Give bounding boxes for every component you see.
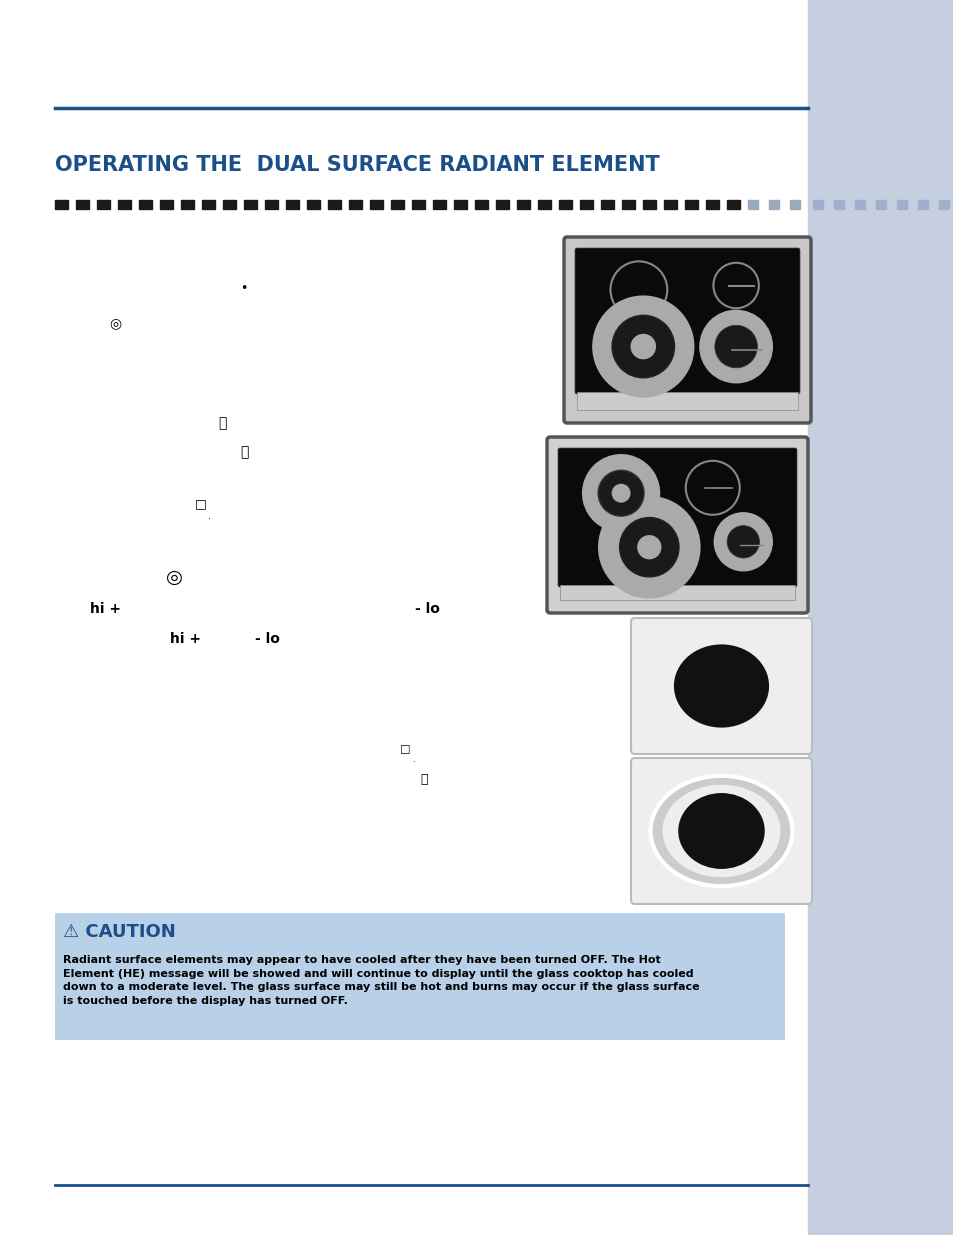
Ellipse shape [678, 793, 764, 869]
Bar [896, 200, 906, 209]
Circle shape [630, 333, 656, 359]
Text: ◎: ◎ [109, 316, 121, 330]
Circle shape [592, 295, 694, 398]
Circle shape [618, 517, 679, 577]
Text: Radiant surface elements may appear to have cooled after they have been turned O: Radiant surface elements may appear to h… [63, 955, 699, 1005]
Text: hi +: hi + [90, 601, 121, 616]
Circle shape [611, 484, 630, 503]
Ellipse shape [673, 645, 768, 727]
Bar [181, 200, 193, 209]
Bar [475, 200, 488, 209]
Circle shape [726, 526, 759, 558]
Text: •: • [240, 282, 247, 295]
Circle shape [714, 325, 757, 368]
Bar [917, 200, 927, 209]
FancyBboxPatch shape [575, 248, 800, 394]
Text: hi +: hi + [170, 632, 201, 646]
Bar [875, 200, 885, 209]
Bar [789, 200, 800, 209]
Bar [807, 0, 953, 1235]
Bar [621, 200, 635, 209]
Circle shape [598, 496, 700, 599]
Bar [747, 200, 758, 209]
Bar [370, 200, 382, 209]
Bar [286, 200, 298, 209]
Text: ⓞ: ⓞ [240, 445, 248, 459]
Text: OPERATING THE  DUAL SURFACE RADIANT ELEMENT: OPERATING THE DUAL SURFACE RADIANT ELEME… [55, 156, 659, 175]
Text: ⓞ: ⓞ [419, 773, 427, 785]
Bar [726, 200, 740, 209]
Circle shape [637, 535, 660, 559]
Bar [160, 200, 172, 209]
Bar [412, 200, 424, 209]
Bar [328, 200, 340, 209]
Bar [139, 200, 152, 209]
Bar [97, 200, 110, 209]
Bar [202, 200, 214, 209]
Bar [517, 200, 530, 209]
FancyBboxPatch shape [563, 237, 810, 424]
Circle shape [598, 471, 643, 516]
Bar [496, 200, 509, 209]
Ellipse shape [650, 776, 792, 887]
Circle shape [699, 310, 772, 384]
Bar [705, 200, 719, 209]
Bar [454, 200, 467, 209]
Text: ·: · [208, 514, 211, 524]
Bar [433, 200, 446, 209]
Bar [558, 200, 572, 209]
Bar [265, 200, 277, 209]
FancyBboxPatch shape [630, 758, 811, 904]
Text: ⚠ CAUTION: ⚠ CAUTION [63, 923, 175, 941]
Bar [833, 200, 843, 209]
Bar [391, 200, 403, 209]
Text: □: □ [399, 743, 410, 753]
Bar [223, 200, 235, 209]
Text: □: □ [194, 496, 207, 510]
Bar [307, 200, 319, 209]
Ellipse shape [664, 788, 777, 874]
Bar [349, 200, 361, 209]
Bar [559, 585, 794, 600]
Bar [537, 200, 551, 209]
Bar [600, 200, 614, 209]
Bar [768, 200, 779, 209]
Bar [244, 200, 256, 209]
Bar [854, 200, 864, 209]
Bar [938, 200, 948, 209]
FancyBboxPatch shape [558, 448, 796, 587]
Circle shape [612, 315, 674, 378]
Circle shape [581, 454, 659, 532]
Bar [812, 200, 822, 209]
Text: ◎: ◎ [166, 568, 183, 587]
Text: - lo: - lo [415, 601, 439, 616]
Text: ·: · [412, 758, 415, 767]
Bar [55, 913, 784, 1040]
Bar [684, 200, 698, 209]
Bar [579, 200, 593, 209]
Bar [663, 200, 677, 209]
Text: - lo: - lo [254, 632, 279, 646]
Circle shape [713, 513, 772, 572]
Bar [55, 200, 68, 209]
Bar [118, 200, 131, 209]
FancyBboxPatch shape [630, 618, 811, 755]
Bar [642, 200, 656, 209]
FancyBboxPatch shape [546, 437, 807, 613]
Text: ⓞ: ⓞ [218, 416, 226, 430]
Bar [577, 391, 797, 410]
Bar [76, 200, 89, 209]
